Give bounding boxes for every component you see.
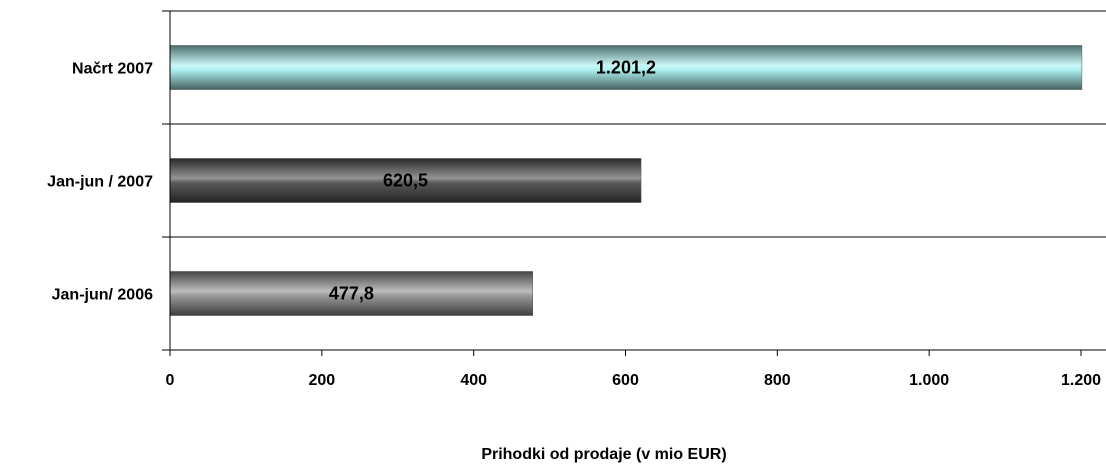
category-label: Načrt 2007 [72, 61, 153, 78]
x-tick-labels: 0 200 400 600 800 1.000 1.200 [166, 372, 1102, 389]
x-tick-label: 1.000 [909, 372, 949, 389]
bar [169, 271, 533, 316]
data-label: 477,8 [329, 284, 374, 304]
data-label: 620,5 [383, 171, 428, 191]
category-label: Jan-jun/ 2006 [52, 287, 153, 304]
axes [162, 10, 1106, 356]
x-tick-label: 0 [166, 372, 175, 389]
x-tick-label: 400 [460, 372, 487, 389]
x-tick-label: 800 [764, 372, 791, 389]
bar [169, 45, 1083, 90]
x-tick-label: 600 [612, 372, 639, 389]
x-tick-label: 200 [308, 372, 335, 389]
bar [169, 158, 642, 203]
bars [169, 45, 1083, 316]
x-axis-title: Prihodki od prodaje (v mio EUR) [481, 446, 726, 463]
data-label: 1.201,2 [596, 58, 656, 78]
data-labels: 1.201,2 620,5 477,8 [329, 58, 656, 304]
category-labels: Načrt 2007 Jan-jun / 2007 Jan-jun/ 2006 [47, 61, 153, 304]
category-label: Jan-jun / 2007 [47, 174, 153, 191]
x-tick-label: 1.200 [1061, 372, 1101, 389]
